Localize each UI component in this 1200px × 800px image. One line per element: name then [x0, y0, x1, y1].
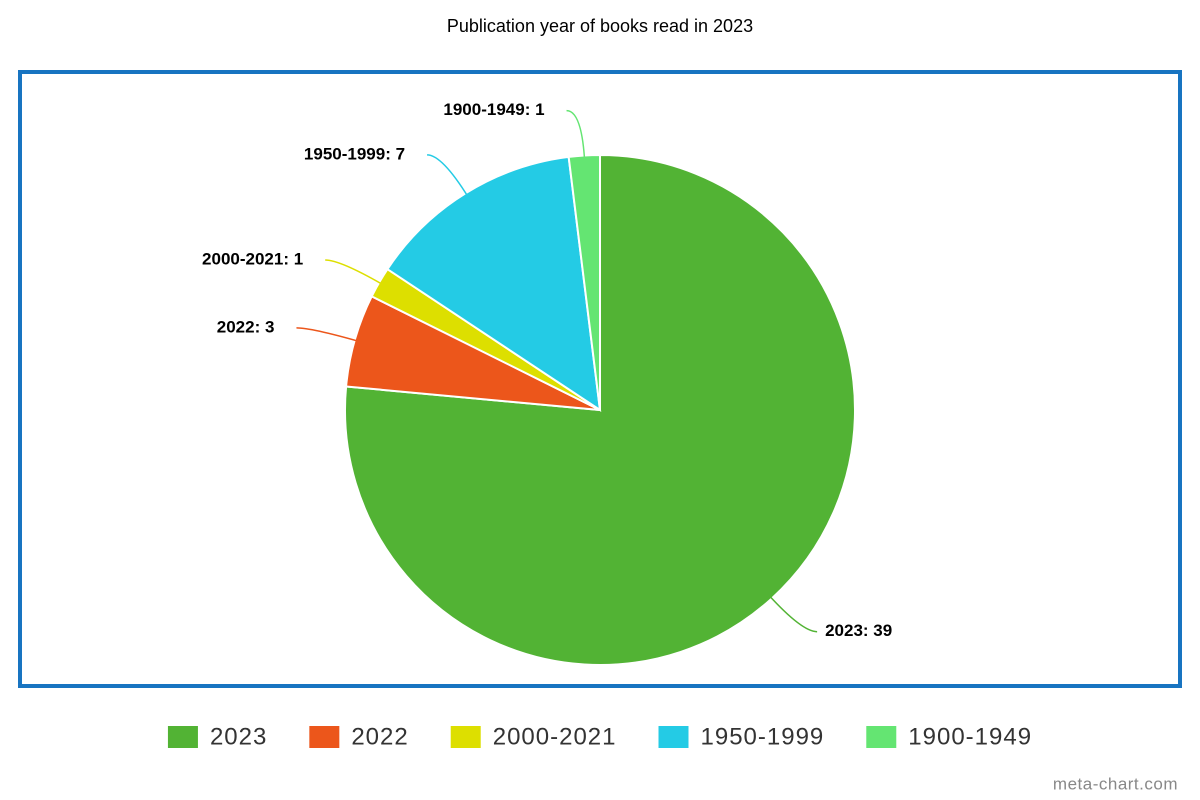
legend-label: 2022 — [351, 723, 408, 750]
data-label: 1900-1949: 1 — [443, 100, 544, 119]
leader-line — [566, 109, 586, 161]
plot-frame — [18, 70, 1182, 688]
legend-label: 1950-1999 — [701, 723, 825, 750]
data-label: 2022: 3 — [217, 317, 275, 336]
data-label: 2023: 39 — [825, 621, 892, 640]
leader-line — [296, 327, 360, 343]
legend-label: 1900-1949 — [908, 723, 1032, 750]
legend-label: 2000-2021 — [493, 723, 617, 750]
source-credit: meta-chart.com — [1053, 774, 1178, 793]
legend-swatch — [450, 726, 481, 748]
data-label: 2000-2021: 1 — [202, 249, 303, 268]
legend-swatch — [167, 726, 198, 748]
legend-swatch — [658, 726, 689, 748]
leader-line — [767, 594, 818, 633]
legend-swatch — [309, 726, 340, 748]
leader-line — [426, 154, 470, 198]
legend-label: 2023 — [210, 723, 267, 750]
legend-swatch — [866, 726, 897, 748]
data-label: 1950-1999: 7 — [304, 144, 405, 163]
chart-title: Publication year of books read in 2023 — [447, 16, 753, 36]
leader-line — [325, 259, 384, 286]
